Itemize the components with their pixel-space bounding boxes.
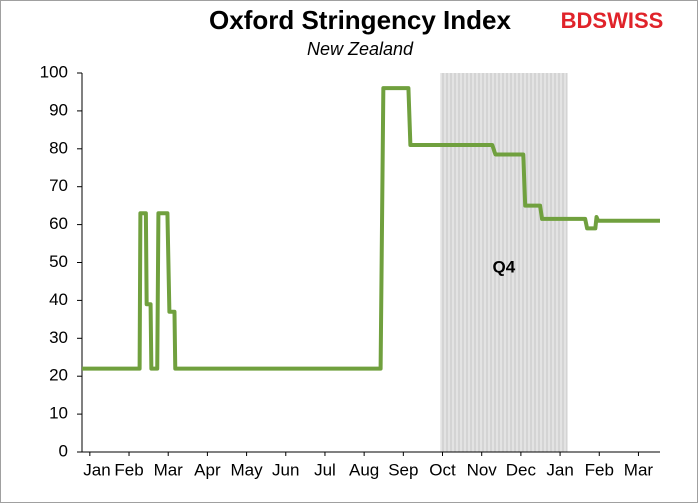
data-line — [82, 86, 660, 371]
x-tick-label: Aug — [349, 460, 379, 479]
x-tick-label: Nov — [467, 460, 498, 479]
x-tick-label: Oct — [429, 460, 456, 479]
y-tick-label: 90 — [49, 100, 68, 119]
y-tick-label: 100 — [40, 62, 68, 81]
x-tick-label: Feb — [114, 460, 143, 479]
y-tick-label: 10 — [49, 404, 68, 423]
y-tick-label: 70 — [49, 176, 68, 195]
x-tick-label: Jan — [83, 460, 110, 479]
chart-subtitle: New Zealand — [307, 39, 414, 59]
x-tick-label: Jul — [314, 460, 336, 479]
y-tick-label: 50 — [49, 252, 68, 271]
x-tick-label: Mar — [624, 460, 654, 479]
shaded-region — [440, 73, 568, 452]
y-tick-label: 80 — [49, 138, 68, 157]
x-tick-label: Jun — [272, 460, 299, 479]
y-tick-label: 60 — [49, 214, 68, 233]
x-tick-label: Sep — [388, 460, 418, 479]
brand-logo: BDSWISS — [561, 8, 664, 33]
y-tick-label: 20 — [49, 366, 68, 385]
y-tick-label: 0 — [59, 441, 68, 460]
chart-title: Oxford Stringency Index — [209, 5, 511, 35]
x-tick-label: May — [231, 460, 264, 479]
y-tick-label: 30 — [49, 328, 68, 347]
shade-label: Q4 — [492, 258, 515, 277]
x-tick-label: Dec — [506, 460, 537, 479]
x-tick-label: Apr — [194, 460, 221, 479]
x-tick-label: Mar — [154, 460, 184, 479]
y-tick-label: 40 — [49, 290, 68, 309]
x-tick-label: Feb — [585, 460, 614, 479]
x-tick-label: Jan — [546, 460, 573, 479]
